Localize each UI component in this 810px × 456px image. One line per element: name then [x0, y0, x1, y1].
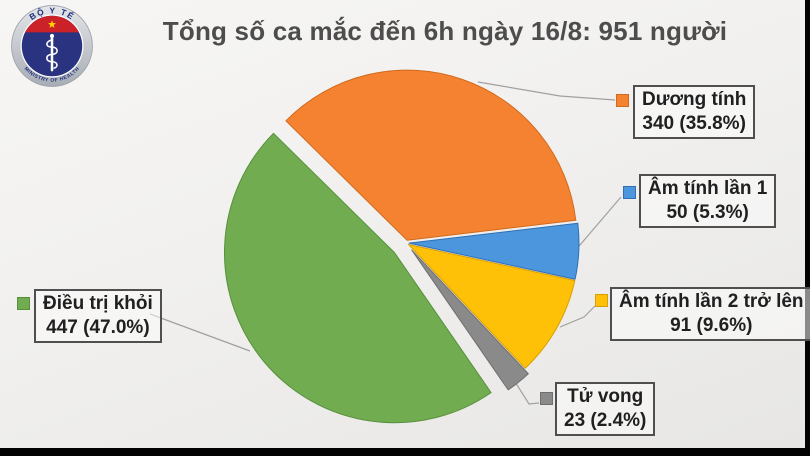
leader-line-am-tinh-lan-2 [559, 305, 596, 328]
ministry-of-health-logo: BỘ Y TẾ MINISTRY OF HEALTH [11, 5, 93, 87]
legend-swatch-dieu-tri-khoi[interactable] [17, 297, 30, 310]
legend-swatch-tu-vong[interactable] [540, 392, 553, 405]
pie-slice-am-tinh-lan-1[interactable] [408, 222, 580, 280]
data-label-tu-vong[interactable]: Tử vong 23 (2.4%) [555, 382, 656, 436]
data-label-duong-tinh[interactable]: Dương tính 340 (35.8%) [633, 85, 756, 139]
leader-line-dieu-tri-khoi [149, 313, 251, 352]
data-label-dieu-tri-khoi[interactable]: Điều trị khỏi 447 (47.0%) [34, 289, 162, 343]
label-name: Điều trị khỏi [43, 293, 153, 314]
legend-swatch-am-tinh-lan-2[interactable] [595, 294, 608, 307]
chart-title: Tổng số ca mắc đến 6h ngày 16/8: 951 ngư… [162, 16, 728, 46]
pie-slice-am-tinh-lan-2[interactable] [408, 244, 576, 369]
data-label-am-tinh-lan-1[interactable]: Âm tính lần 1 50 (5.3%) [639, 174, 777, 228]
logo-snake-icon [46, 38, 58, 70]
logo-star-icon [48, 20, 56, 28]
label-value: 91 (9.6%) [670, 315, 753, 336]
letterbox-right-bar [805, 0, 810, 456]
data-label-am-tinh-lan-2[interactable]: Âm tính lần 2 trở lên 91 (9.6%) [610, 287, 810, 341]
letterbox-bottom-bar [0, 448, 810, 456]
label-name: Dương tính [642, 89, 747, 110]
label-value: 340 (35.8%) [642, 113, 746, 134]
label-name: Tử vong [567, 386, 644, 407]
legend-swatch-duong-tinh[interactable] [616, 94, 629, 107]
label-value: 23 (2.4%) [564, 410, 647, 431]
legend-swatch-am-tinh-lan-1[interactable] [623, 186, 636, 199]
label-name: Âm tính lần 2 trở lên [619, 291, 804, 312]
leader-line-duong-tinh [477, 81, 616, 101]
label-value: 447 (47.0%) [46, 317, 150, 338]
label-value: 50 (5.3%) [666, 202, 749, 223]
leader-line-am-tinh-lan-1 [573, 196, 622, 253]
leader-line-tu-vong [511, 376, 540, 405]
pie-slice-dieu-tri-khoi[interactable] [224, 132, 492, 424]
label-name: Âm tính lần 1 [648, 178, 768, 199]
pie-slice-tu-vong[interactable] [411, 249, 529, 391]
pie-slice-duong-tinh[interactable] [285, 69, 577, 241]
